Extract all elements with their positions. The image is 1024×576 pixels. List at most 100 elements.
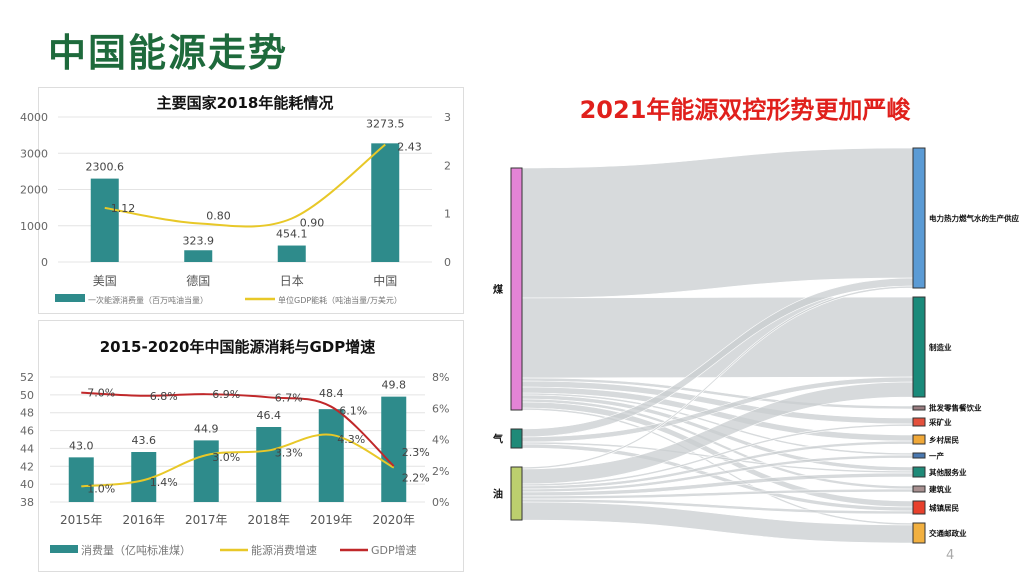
line-value-label: 6.8% (150, 390, 178, 403)
bar-value-label: 323.9 (183, 234, 215, 247)
sankey-title: 2021年能源双控形势更加严峻 (579, 96, 911, 124)
legend-label: 一次能源消费量（百万吨油当量） (88, 295, 208, 305)
y-tick-label: 0 (41, 256, 48, 269)
sankey-target-node (912, 500, 926, 515)
sankey-source-node (510, 167, 523, 411)
bar-value-label: 49.8 (382, 379, 407, 392)
sankey-source-label: 煤 (493, 283, 503, 296)
line-value-label: 7.0% (87, 387, 115, 400)
sankey-target-label: 乡村居民 (929, 435, 959, 445)
legend-label: GDP增速 (371, 543, 417, 557)
y-tick-label: 50 (20, 389, 34, 402)
bar-value-label: 46.4 (257, 409, 282, 422)
x-tick-label: 2016年 (122, 513, 165, 527)
sankey-target-label: 一产 (929, 451, 944, 461)
line-value-label: 6.7% (275, 391, 303, 404)
bar-value-label: 43.6 (132, 434, 157, 447)
bar (277, 245, 306, 262)
line-value-label: 6.1% (339, 405, 367, 418)
bar (381, 396, 407, 502)
sankey-target-node (912, 296, 926, 398)
bar (184, 250, 213, 262)
bar-value-label: 44.9 (194, 422, 219, 435)
chart-title: 主要国家2018年能耗情况 (157, 94, 334, 112)
line-value-label: 6.9% (212, 388, 240, 401)
y2-tick-label: 4% (432, 434, 449, 447)
y-tick-label: 4000 (20, 111, 48, 124)
line-value-label: 4.3% (337, 433, 365, 446)
x-tick-label: 2017年 (185, 513, 228, 527)
sankey-target-label: 制造业 (929, 342, 952, 352)
bar (256, 427, 282, 502)
slide-title: 中国能源走势 (48, 31, 289, 75)
y-tick-label: 48 (20, 407, 34, 420)
y2-tick-label: 0% (432, 496, 449, 509)
line-value-label: 1.12 (111, 202, 136, 215)
legend-label: 能源消费增速 (251, 543, 317, 557)
sankey-target-node (912, 434, 926, 445)
y-tick-label: 40 (20, 478, 34, 491)
x-tick-label: 日本 (280, 274, 304, 288)
legend-label: 消费量（亿吨标准煤） (81, 543, 191, 557)
series-line (104, 143, 386, 228)
sankey-target-label: 城镇居民 (929, 503, 959, 513)
x-tick-label: 美国 (93, 274, 117, 288)
sankey-target-node (912, 417, 926, 427)
sankey-target-label: 建筑业 (928, 484, 952, 494)
line-value-label: 3.3% (275, 446, 303, 459)
y-tick-label: 42 (20, 460, 34, 473)
sankey-target-node (912, 485, 926, 493)
bar-value-label: 3273.5 (366, 117, 405, 130)
sankey-target-label: 交通邮政业 (929, 528, 967, 538)
chart-title: 2015-2020年中国能源消耗与GDP增速 (100, 338, 375, 356)
line-value-label: 0.90 (300, 217, 325, 230)
line-value-label: 0.80 (206, 209, 231, 222)
sankey-target-label: 电力热力燃气水的生产供应 (929, 213, 1019, 223)
page-number: 4 (946, 548, 955, 563)
line-value-label: 2.43 (397, 141, 422, 154)
x-tick-label: 2019年 (310, 513, 353, 527)
y-tick-label: 52 (20, 371, 34, 384)
bar-value-label: 454.1 (276, 228, 308, 241)
sankey-target-node (912, 405, 926, 411)
line-value-label: 2.2% (402, 472, 430, 485)
sankey-flow (521, 296, 914, 379)
y2-tick-label: 8% (432, 371, 449, 384)
line-value-label: 2.3% (402, 446, 430, 459)
bar (68, 457, 94, 502)
sankey-source-label: 油 (493, 488, 503, 501)
bar (318, 409, 344, 502)
x-tick-label: 2020年 (372, 513, 415, 527)
sankey-flow (521, 147, 914, 299)
sankey-target-node (912, 452, 926, 459)
legend-swatch (55, 294, 85, 302)
legend-swatch (50, 545, 78, 553)
y-tick-label: 38 (20, 496, 34, 509)
x-tick-label: 2015年 (60, 513, 103, 527)
x-tick-label: 德国 (186, 273, 210, 288)
y2-tick-label: 3 (444, 111, 451, 124)
sankey-source-node (510, 466, 523, 521)
x-tick-label: 2018年 (247, 513, 290, 527)
y-tick-label: 3000 (20, 147, 48, 160)
bar-value-label: 2300.6 (86, 161, 125, 174)
y-tick-label: 1000 (20, 220, 48, 233)
sankey-target-node (912, 147, 926, 289)
y-tick-label: 46 (20, 425, 34, 438)
sankey-target-label: 批发零售餐饮业 (929, 403, 982, 413)
sankey-target-node (912, 466, 926, 478)
y2-tick-label: 1 (444, 208, 451, 221)
sankey-target-label: 采矿业 (928, 417, 952, 427)
y2-tick-label: 2 (444, 159, 451, 172)
line-value-label: 1.0% (87, 482, 115, 495)
y-tick-label: 44 (20, 442, 34, 455)
bar-value-label: 43.0 (69, 439, 94, 452)
sankey-source-node (510, 428, 523, 449)
bar (90, 178, 119, 262)
legend-label: 单位GDP能耗（吨油当量/万美元） (278, 295, 402, 305)
y-tick-label: 2000 (20, 184, 48, 197)
line-value-label: 3.0% (212, 451, 240, 464)
bar (193, 440, 219, 502)
